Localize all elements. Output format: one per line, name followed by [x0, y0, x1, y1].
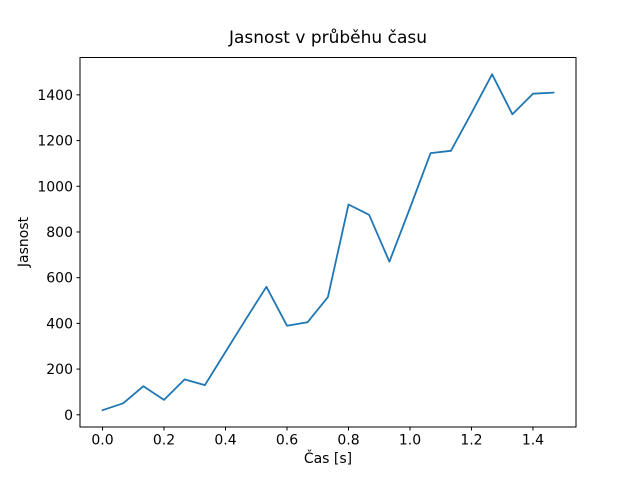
data-line [101, 73, 555, 412]
chart-title: Jasnost v průběhu času [228, 28, 427, 48]
x-tick-label: 1.2 [460, 433, 482, 449]
x-tick-label: 1.4 [522, 433, 544, 449]
x-tick-label: 0.0 [91, 433, 113, 449]
x-tick-label: 0.8 [337, 433, 359, 449]
y-tick-label: 1000 [37, 179, 73, 195]
y-tick-label: 1200 [37, 134, 73, 150]
y-tick-label: 0 [64, 408, 73, 424]
x-axis-label: Čas [s] [303, 451, 353, 467]
y-tick-label: 400 [46, 316, 73, 332]
y-tick-label: 200 [46, 362, 73, 378]
y-tick-label: 1400 [37, 88, 73, 104]
y-tick-label: 800 [46, 225, 73, 241]
x-tick-label: 0.4 [214, 433, 236, 449]
axes-frame [79, 57, 577, 428]
y-axis-label: Jasnost [16, 216, 32, 268]
x-tick-label: 0.6 [276, 433, 298, 449]
x-tick-label: 0.2 [153, 433, 175, 449]
y-tick-label: 600 [46, 271, 73, 287]
x-tick-label: 1.0 [399, 433, 421, 449]
